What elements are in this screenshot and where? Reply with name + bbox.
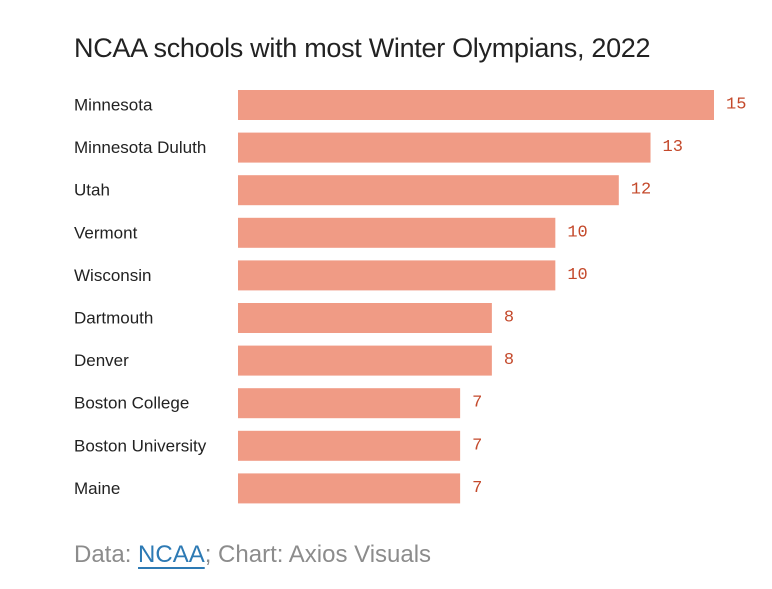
data-source-prefix: Data: xyxy=(74,541,139,568)
bar-minnesota xyxy=(238,90,714,120)
bar-boston-university xyxy=(238,430,461,461)
value-label-dartmouth: 8 xyxy=(504,309,514,328)
value-label-boston-university: 7 xyxy=(472,436,482,455)
bar-maine xyxy=(238,473,461,504)
value-label-utah: 12 xyxy=(631,181,651,200)
chart-title: NCAA schools with most Winter Olympians,… xyxy=(74,33,651,63)
value-label-vermont: 10 xyxy=(567,223,587,242)
bar-denver xyxy=(238,345,492,376)
footer-separator: ; xyxy=(204,541,212,568)
bar-utah xyxy=(238,175,619,206)
bar-vermont xyxy=(238,217,556,248)
category-label-maine: Maine xyxy=(74,479,120,498)
category-label-wisconsin: Wisconsin xyxy=(74,266,151,285)
category-label-minnesota: Minnesota xyxy=(74,96,153,115)
bar-boston-college xyxy=(238,388,461,419)
category-label-boston-college: Boston College xyxy=(74,394,189,413)
chart-credit: Chart: Axios Visuals xyxy=(211,541,432,568)
category-label-utah: Utah xyxy=(74,181,110,200)
value-label-maine: 7 xyxy=(472,479,482,498)
value-label-minnesota-duluth: 13 xyxy=(663,138,683,157)
category-label-vermont: Vermont xyxy=(74,223,138,242)
category-label-minnesota-duluth: Minnesota Duluth xyxy=(74,138,206,157)
chart-footer: Data: NCAA; Chart: Axios Visuals xyxy=(74,541,431,569)
value-label-boston-college: 7 xyxy=(472,394,482,413)
bar-minnesota-duluth xyxy=(238,132,651,163)
category-label-denver: Denver xyxy=(74,351,129,370)
category-label-dartmouth: Dartmouth xyxy=(74,309,153,328)
value-label-minnesota: 15 xyxy=(726,96,746,115)
ncaa-source-link[interactable]: NCAA xyxy=(138,541,205,568)
category-label-boston-university: Boston University xyxy=(74,436,207,455)
value-label-denver: 8 xyxy=(504,351,514,370)
value-label-wisconsin: 10 xyxy=(567,266,587,285)
bar-dartmouth xyxy=(238,303,492,333)
bar-wisconsin xyxy=(238,260,556,291)
